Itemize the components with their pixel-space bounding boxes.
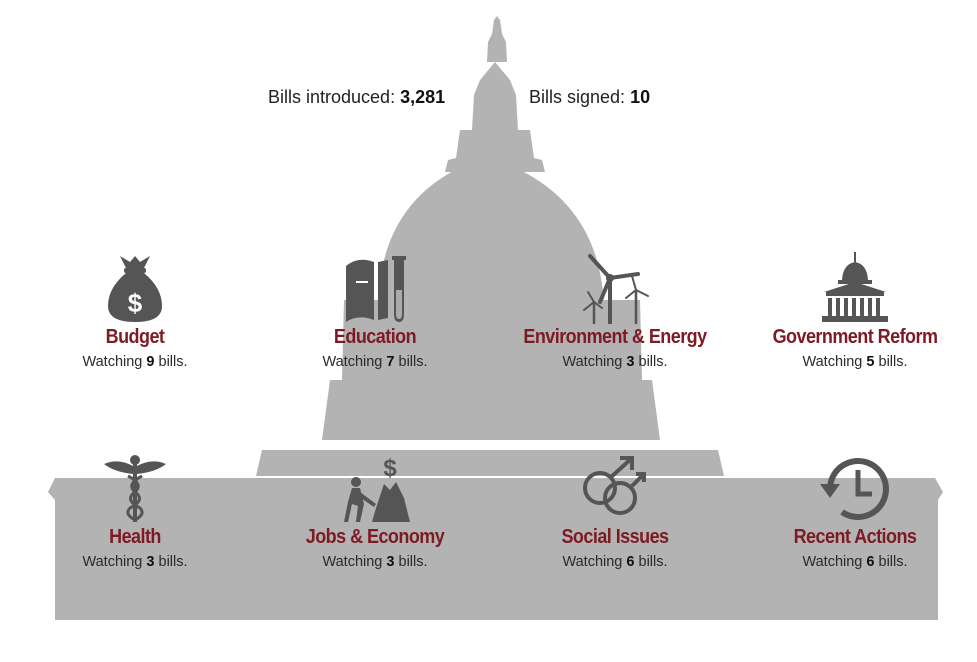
clock-history-icon xyxy=(820,458,889,521)
worker-shovel-icon: $ xyxy=(344,455,410,522)
money-bag-icon: $ xyxy=(108,256,162,322)
caduceus-icon xyxy=(104,455,166,522)
category-title: Recent Actions xyxy=(793,526,917,548)
category-watch-count: Watching 5 bills. xyxy=(802,354,908,370)
category-budget[interactable]: $ Budget Watching 9 bills. xyxy=(15,252,255,370)
category-watch-count: Watching 3 bills. xyxy=(562,354,668,370)
category-title: Budget xyxy=(105,326,165,348)
category-title: Environment & Energy xyxy=(523,326,707,348)
category-environment-energy[interactable]: Environment & Energy Watching 3 bills. xyxy=(495,252,735,370)
books-test-tube-icon xyxy=(346,256,406,322)
category-jobs-economy[interactable]: $ Jobs & Economy Watching 3 bills. xyxy=(255,454,495,570)
wind-turbine-icon xyxy=(583,254,649,324)
category-health[interactable]: Health Watching 3 bills. xyxy=(15,454,255,570)
svg-text:$: $ xyxy=(383,455,397,482)
category-title: Education xyxy=(333,326,417,348)
bills-signed-stat: Bills signed: 10 xyxy=(529,87,650,108)
bills-introduced-label: Bills introduced: xyxy=(268,87,396,107)
category-education[interactable]: Education Watching 7 bills. xyxy=(255,252,495,370)
category-watch-count: Watching 7 bills. xyxy=(322,354,428,370)
bills-signed-label: Bills signed: xyxy=(529,87,626,107)
bills-introduced-value: 3,281 xyxy=(400,87,446,107)
category-title: Jobs & Economy xyxy=(305,526,445,548)
category-watch-count: Watching 6 bills. xyxy=(562,554,668,570)
category-watch-count: Watching 3 bills. xyxy=(82,554,188,570)
gender-symbols-icon xyxy=(583,456,646,515)
category-title: Social Issues xyxy=(561,526,669,548)
category-title: Government Reform xyxy=(772,326,938,348)
category-social-issues[interactable]: Social Issues Watching 6 bills. xyxy=(495,454,735,570)
bills-introduced-stat: Bills introduced: 3,281 xyxy=(268,87,445,108)
category-government-reform[interactable]: Government Reform Watching 5 bills. xyxy=(735,252,975,370)
category-watch-count: Watching 6 bills. xyxy=(802,554,908,570)
category-watch-count: Watching 9 bills. xyxy=(82,354,188,370)
capitol-icon xyxy=(822,252,888,322)
category-watch-count: Watching 3 bills. xyxy=(322,554,428,570)
bills-signed-value: 10 xyxy=(630,87,651,107)
category-recent-actions[interactable]: Recent Actions Watching 6 bills. xyxy=(735,454,975,570)
svg-text:$: $ xyxy=(128,288,143,318)
category-title: Health xyxy=(109,526,161,548)
